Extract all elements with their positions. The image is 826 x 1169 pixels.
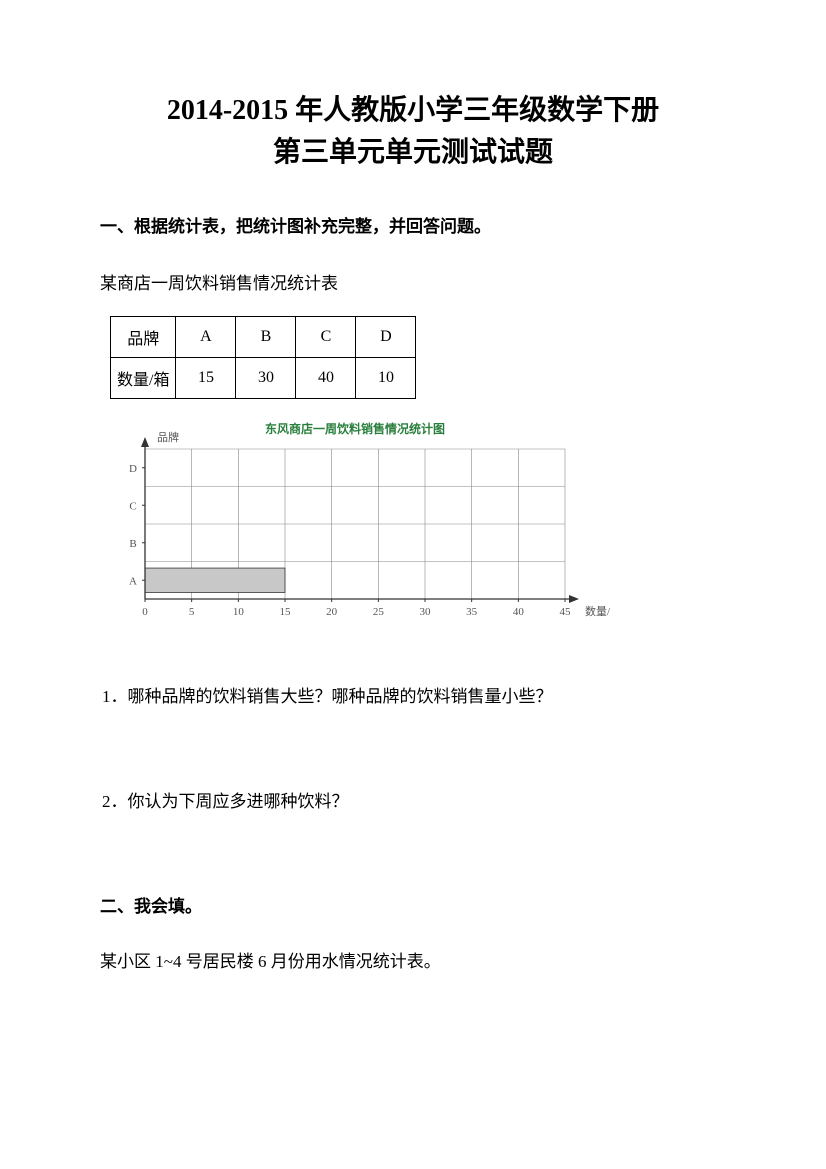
svg-text:数量/箱: 数量/箱 <box>585 604 610 618</box>
table-col-b: B <box>236 317 296 358</box>
svg-text:东风商店一周饮料销售情况统计图: 东风商店一周饮料销售情况统计图 <box>265 421 445 436</box>
svg-text:品牌: 品牌 <box>157 430 179 444</box>
table-val-c: 40 <box>296 358 356 399</box>
svg-text:D: D <box>129 463 137 475</box>
title-line-2: 第三单元单元测试试题 <box>100 132 726 174</box>
title-line-1: 2014-2015 年人教版小学三年级数学下册 <box>100 90 726 132</box>
sales-table: 品牌 A B C D 数量/箱 15 30 40 10 <box>110 316 416 399</box>
svg-text:C: C <box>129 500 136 512</box>
table-intro: 某商店一周饮料销售情况统计表 <box>100 269 726 294</box>
question-1: 1．哪种品牌的饮料销售大些？哪种品牌的饮料销售量小些？ <box>102 682 726 707</box>
svg-text:15: 15 <box>280 606 292 618</box>
svg-text:B: B <box>129 538 136 550</box>
svg-text:35: 35 <box>466 606 478 618</box>
table-val-d: 10 <box>356 358 416 399</box>
question-2: 2．你认为下周应多进哪种饮料？ <box>102 787 726 812</box>
svg-text:25: 25 <box>373 606 385 618</box>
table-row: 品牌 A B C D <box>111 317 416 358</box>
table-row-label: 数量/箱 <box>111 358 176 399</box>
table-col-a: A <box>176 317 236 358</box>
svg-text:A: A <box>129 575 137 587</box>
page-title: 2014-2015 年人教版小学三年级数学下册 第三单元单元测试试题 <box>100 90 726 174</box>
svg-text:40: 40 <box>513 606 525 618</box>
table-col-c: C <box>296 317 356 358</box>
svg-text:5: 5 <box>189 606 195 618</box>
table-val-a: 15 <box>176 358 236 399</box>
svg-text:20: 20 <box>326 606 338 618</box>
svg-text:0: 0 <box>142 606 148 618</box>
svg-text:45: 45 <box>560 606 572 618</box>
table-header-label: 品牌 <box>111 317 176 358</box>
section-1-heading: 一、根据统计表，把统计图补充完整，并回答问题。 <box>100 212 726 237</box>
section-2-intro: 某小区 1~4 号居民楼 6 月份用水情况统计表。 <box>100 947 726 972</box>
svg-text:30: 30 <box>420 606 432 618</box>
table-val-b: 30 <box>236 358 296 399</box>
table-col-d: D <box>356 317 416 358</box>
section-2-heading: 二、我会填。 <box>100 892 726 917</box>
table-row: 数量/箱 15 30 40 10 <box>111 358 416 399</box>
bar-chart: 东风商店一周饮料销售情况统计图品牌 A B C D 0 5 10 15 20 25 30 35 40 45 数… <box>110 419 726 644</box>
svg-text:10: 10 <box>233 606 245 618</box>
